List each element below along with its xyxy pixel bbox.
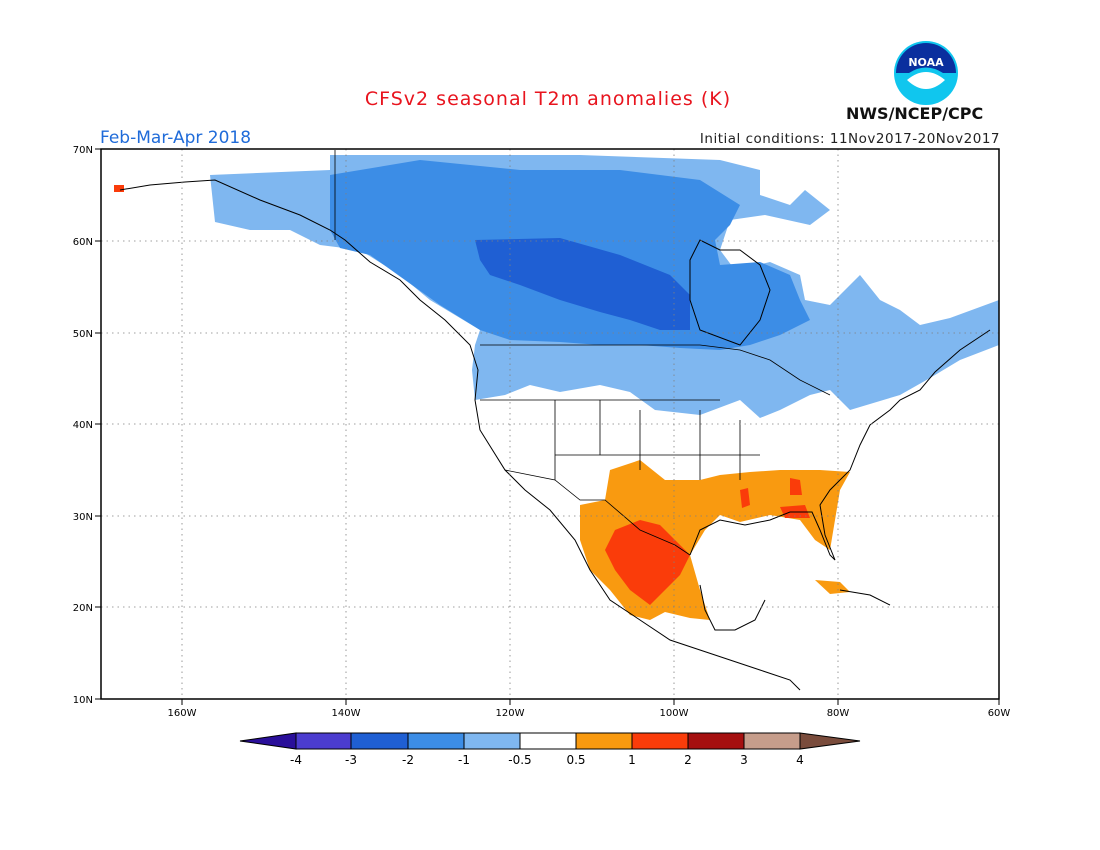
lat-label-30n: 30N [73, 512, 93, 523]
logo-text: NOAA [908, 56, 944, 69]
dark-blue-anomaly-region [475, 238, 690, 330]
lon-label-120w: 120W [496, 708, 525, 719]
coastlines [119, 179, 991, 691]
lon-label-160w: 160W [168, 708, 197, 719]
lon-label-100w: 100W [660, 708, 689, 719]
lat-label-50n: 50N [73, 329, 93, 340]
red-anomaly-region [605, 520, 690, 605]
lon-label-60w: 60W [988, 708, 1011, 719]
lat-label-20n: 20N [73, 603, 93, 614]
lat-label-70n: 70N [73, 145, 93, 156]
lat-label-40n: 40N [73, 420, 93, 431]
chart-title: CFSv2 seasonal T2m anomalies (K) [364, 88, 732, 110]
orange-anomaly-alaska [114, 185, 124, 192]
gridlines [101, 149, 999, 699]
anomaly-fields [114, 155, 999, 620]
forecast-period: Feb-Mar-Apr 2018 [100, 128, 252, 148]
lat-label-60n: 60N [73, 237, 93, 248]
lat-label-10n: 10N [73, 695, 93, 706]
agency-label: NWS/NCEP/CPC [846, 104, 984, 123]
axis-ticks [95, 148, 1000, 705]
red-anomaly-region-se [740, 478, 810, 518]
noaa-logo: NOAA [894, 41, 958, 105]
political-borders [334, 150, 831, 556]
lon-label-140w: 140W [332, 708, 361, 719]
lon-label-80w: 80W [827, 708, 850, 719]
initial-conditions: Initial conditions: 11Nov2017-20Nov2017 [699, 131, 1000, 147]
